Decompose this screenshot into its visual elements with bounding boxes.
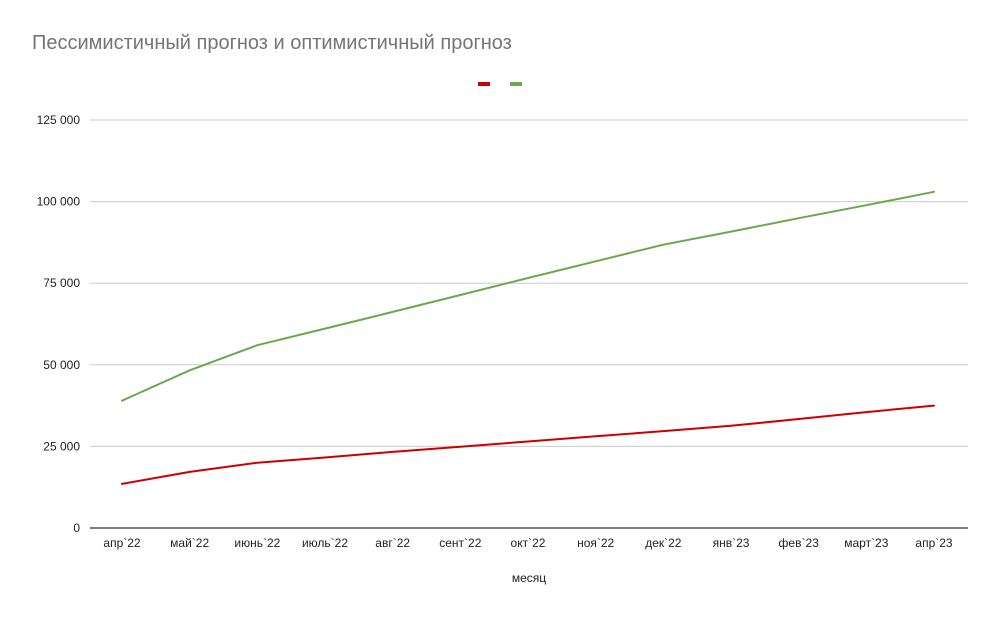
x-tick-label: июнь`22 (234, 536, 280, 550)
x-tick-label: янв`23 (713, 536, 750, 550)
x-tick-label: сент`22 (439, 536, 481, 550)
x-axis-ticks: апр`22 май`22 июнь`22 июль`22 авг`22 сент`22 о… (103, 536, 953, 550)
series-lines (121, 190, 935, 485)
x-tick-label: фев`23 (779, 536, 820, 550)
series-line-1 (121, 404, 935, 485)
x-tick-label: апр`23 (915, 536, 953, 550)
y-axis-ticks: 0 25 000 50 000 75 000 100 000 125 000 (37, 113, 81, 535)
x-tick-label: апр`22 (103, 536, 141, 550)
x-axis-title: месяц (512, 571, 546, 585)
series-line-2 (121, 190, 935, 402)
x-tick-label: май`22 (170, 536, 209, 550)
x-tick-label: авг`22 (375, 536, 410, 550)
y-tick-label: 100 000 (37, 195, 81, 209)
legend-swatch-1 (478, 82, 490, 86)
x-tick-label: дек`22 (645, 536, 682, 550)
y-tick-label: 75 000 (43, 276, 80, 290)
x-tick-label: июль`22 (302, 536, 348, 550)
gridlines (90, 119, 968, 529)
legend (478, 82, 522, 86)
y-tick-label: 25 000 (43, 439, 80, 453)
y-tick-label: 125 000 (37, 113, 81, 127)
legend-swatch-2 (510, 82, 522, 86)
y-tick-label: 0 (73, 521, 80, 535)
x-tick-label: ноя`22 (577, 536, 614, 550)
y-tick-label: 50 000 (43, 358, 80, 372)
x-tick-label: март`23 (844, 536, 889, 550)
chart-title: Пессимистичный прогноз и оптимистичный п… (32, 32, 512, 54)
x-tick-label: окт`22 (511, 536, 546, 550)
